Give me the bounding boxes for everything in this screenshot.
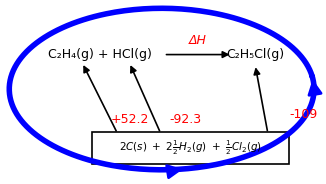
Text: $2C(s)\ +\ 2\frac{1}{2}H_2(g)\ +\ \frac{1}{2}Cl_2(g)$: $2C(s)\ +\ 2\frac{1}{2}H_2(g)\ +\ \frac{…: [119, 139, 262, 157]
FancyBboxPatch shape: [92, 132, 289, 164]
Text: C₂H₄(g) + HCl(g): C₂H₄(g) + HCl(g): [48, 48, 152, 61]
Text: -92.3: -92.3: [169, 114, 201, 126]
Text: +52.2: +52.2: [111, 114, 149, 126]
Text: C₂H₅Cl(g): C₂H₅Cl(g): [226, 48, 284, 61]
Text: -109: -109: [289, 108, 318, 121]
Text: ΔH: ΔH: [189, 34, 207, 47]
